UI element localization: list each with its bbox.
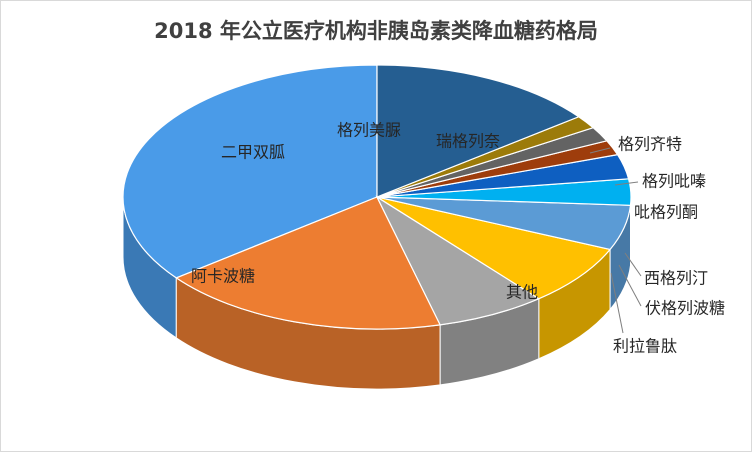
slice-瑞格列奈 <box>376 196 612 300</box>
leader-line-西格列汀 <box>624 252 642 277</box>
slice-label-西格列汀: 西格列汀 <box>644 269 708 288</box>
slice-label-吡格列酮: 吡格列酮 <box>634 203 698 222</box>
slice-二甲双胍 <box>175 196 442 330</box>
slice-label-格列美脲: 格列美脲 <box>337 121 401 140</box>
leader-line-格列吡嗪 <box>614 181 639 186</box>
slice-label-其他: 其他 <box>506 283 538 302</box>
leader-line-利拉鲁肽 <box>610 272 624 334</box>
slice-label-二甲双胍: 二甲双胍 <box>221 143 285 162</box>
slice-label-瑞格列奈: 瑞格列奈 <box>436 132 500 151</box>
slice-label-阿卡波糖: 阿卡波糖 <box>191 267 255 286</box>
leader-line-伏格列波糖 <box>618 264 642 307</box>
slice-label-格列吡嗪: 格列吡嗪 <box>642 172 706 191</box>
slice-label-利拉鲁肽: 利拉鲁肽 <box>613 337 677 356</box>
pie-top-faces <box>122 64 632 330</box>
leader-line-格列齐特 <box>589 147 611 154</box>
slice-阿卡波糖 <box>122 64 378 279</box>
chart-title: 2018 年公立医疗机构非胰岛素类降血糖药格局 <box>154 19 598 43</box>
slice-label-格列齐特: 格列齐特 <box>618 135 682 154</box>
slice-其他 <box>376 64 580 198</box>
slice-格列美脲 <box>375 195 541 326</box>
slice-label-伏格列波糖: 伏格列波糖 <box>645 299 725 318</box>
